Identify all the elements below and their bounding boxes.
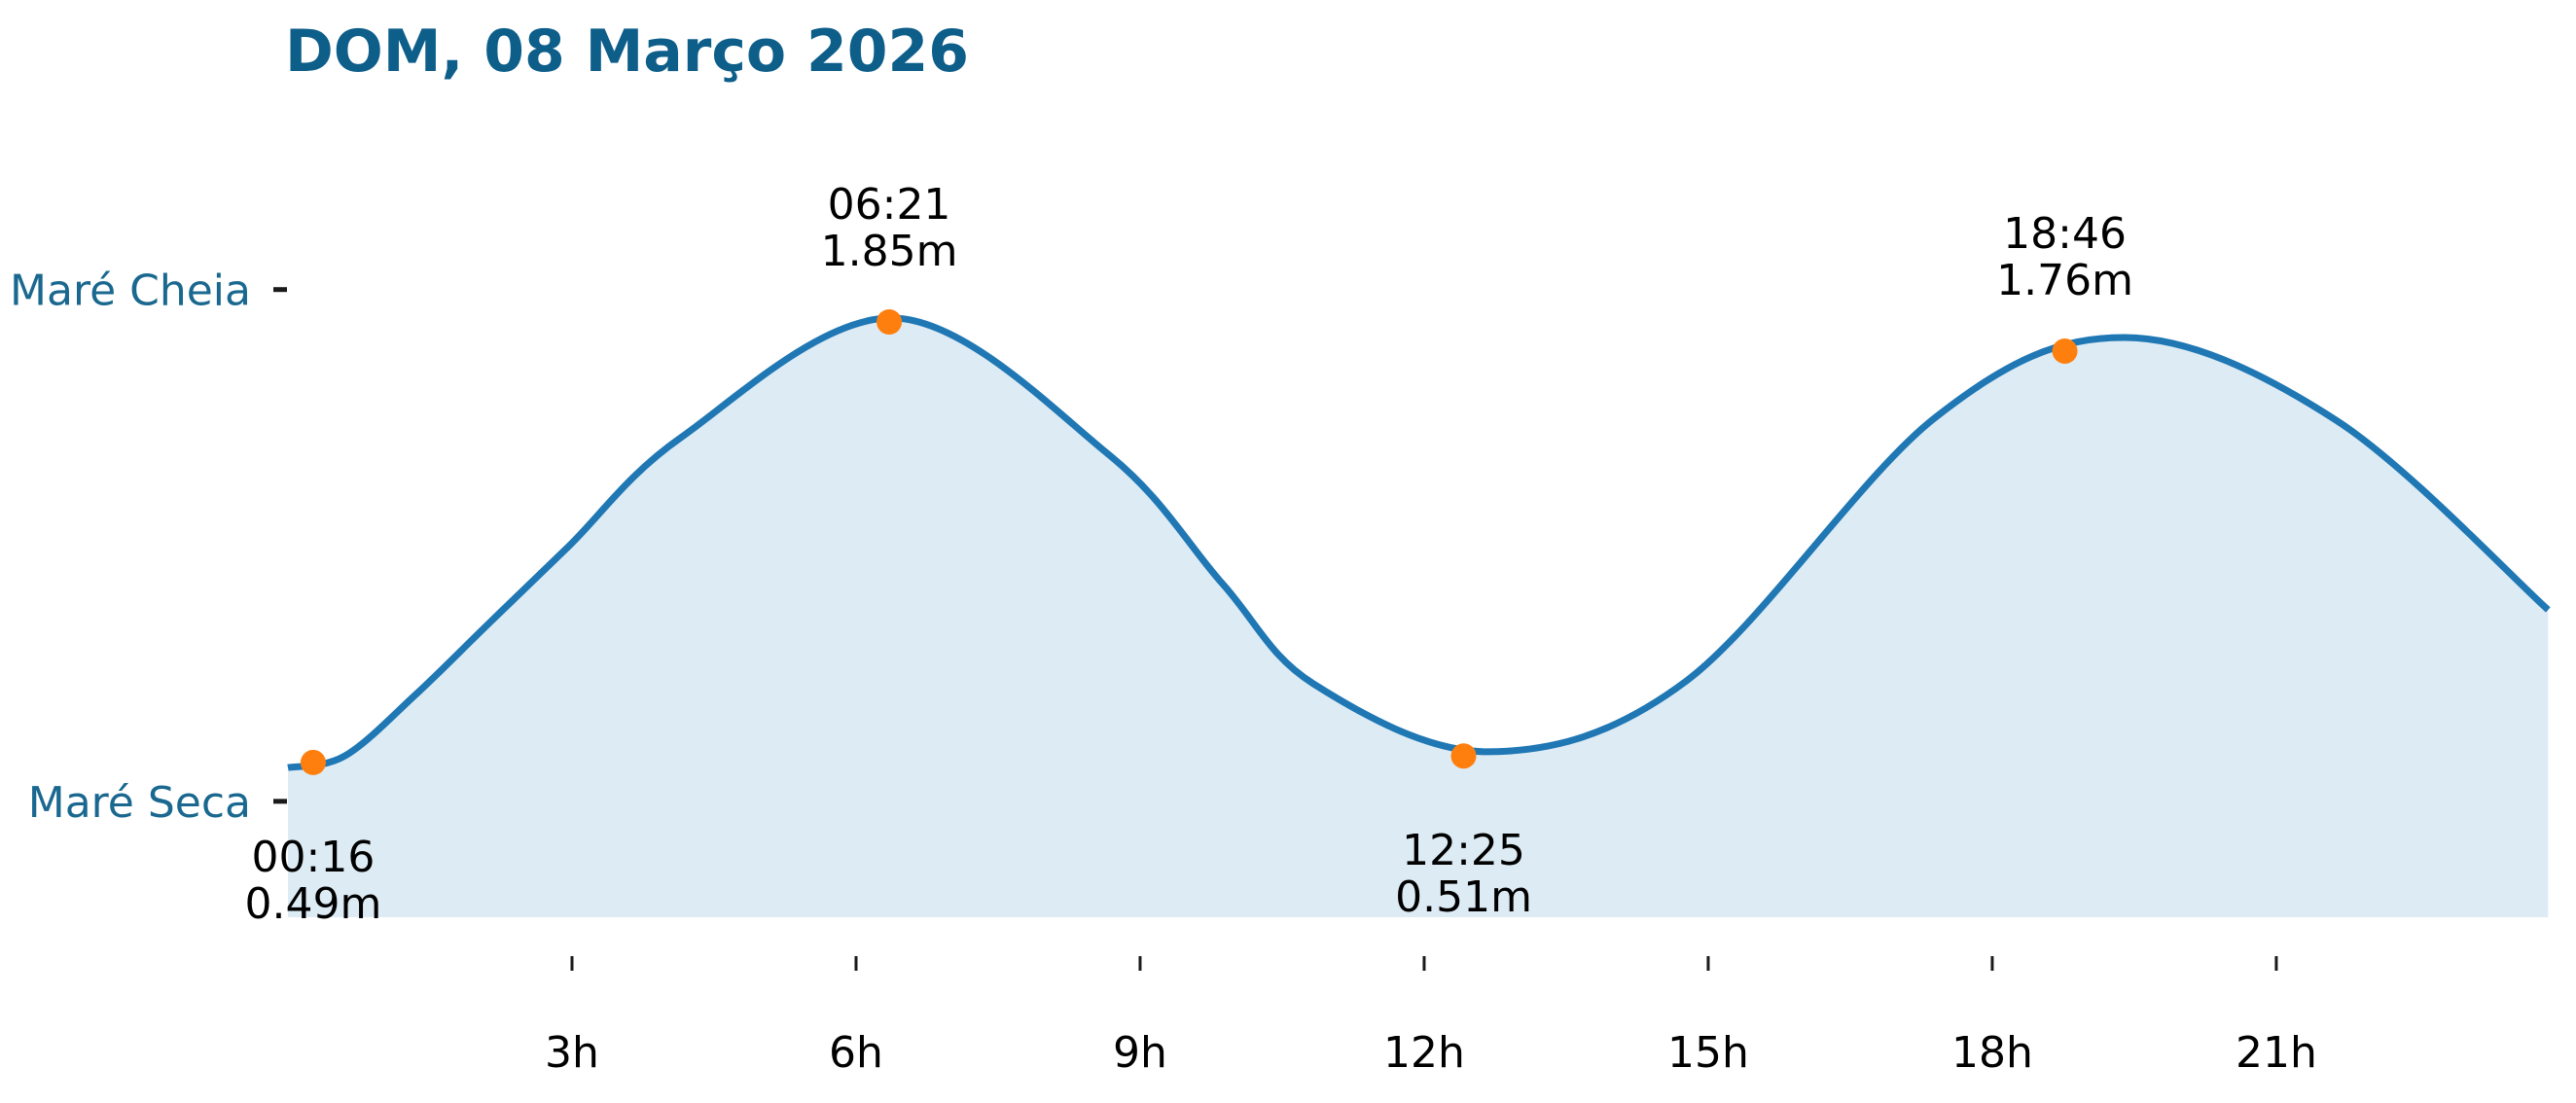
tide-event-height: 1.76m: [1996, 256, 2133, 305]
chart-title: DOM, 08 Março 2026: [285, 18, 969, 86]
tide-event-marker-low: [1450, 743, 1477, 769]
x-tick-label-12h: 12h: [1383, 1028, 1465, 1078]
tide-event-height: 1.85m: [821, 227, 958, 276]
x-tick-label-18h: 18h: [1951, 1028, 2033, 1078]
tide-event-height: 0.51m: [1395, 872, 1532, 922]
tide-event-time: 00:16: [252, 833, 376, 882]
tide-event-marker-high: [2052, 338, 2078, 364]
tide-event-marker-low: [300, 749, 326, 775]
y-axis: Maré Cheia Maré Seca: [10, 267, 287, 828]
tide-curve-line: [287, 314, 2551, 771]
x-axis: 3h 6h 9h 12h 15h 18h 21h: [545, 956, 2317, 1078]
tide-area-fill: [288, 317, 2549, 917]
x-tick-label-21h: 21h: [2236, 1028, 2317, 1078]
tide-event-time: 12:25: [1402, 826, 1525, 875]
tide-event-time: 18:46: [2003, 209, 2127, 259]
x-tick-label-6h: 6h: [829, 1028, 883, 1078]
tide-event-time: 06:21: [828, 180, 951, 230]
tide-event-height: 0.49m: [245, 879, 382, 929]
tide-events: 00:160.49m 06:211.85m 12:250.51m 18:461.76m: [245, 180, 2133, 929]
y-axis-label-low-tide: Maré Seca: [28, 778, 251, 828]
x-tick-label-9h: 9h: [1113, 1028, 1167, 1078]
y-axis-label-high-tide: Maré Cheia: [10, 267, 251, 316]
x-tick-label-15h: 15h: [1667, 1028, 1749, 1078]
tide-event-marker-high: [877, 309, 903, 335]
x-tick-label-3h: 3h: [545, 1028, 599, 1078]
